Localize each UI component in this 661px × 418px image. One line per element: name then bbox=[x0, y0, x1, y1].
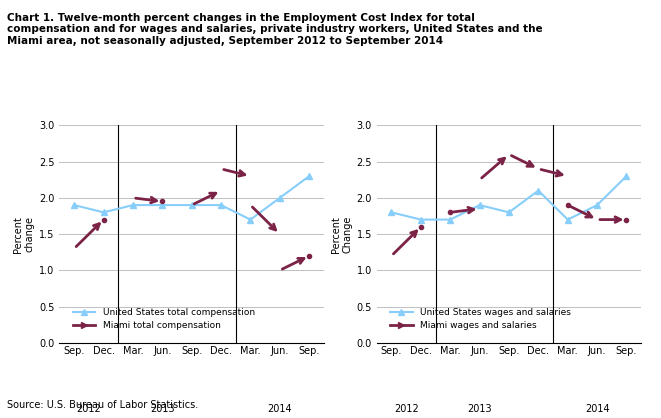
Legend: United States wages and salaries, Miami wages and salaries: United States wages and salaries, Miami … bbox=[387, 304, 574, 334]
Text: 2013: 2013 bbox=[150, 404, 175, 414]
Text: 2013: 2013 bbox=[467, 404, 492, 414]
Text: Chart 1. Twelve-month percent changes in the Employment Cost Index for total
com: Chart 1. Twelve-month percent changes in… bbox=[7, 13, 542, 46]
Legend: United States total compensation, Miami total compensation: United States total compensation, Miami … bbox=[69, 304, 258, 334]
Text: Source: U.S. Bureau of Labor Statistics.: Source: U.S. Bureau of Labor Statistics. bbox=[7, 400, 198, 410]
Text: 2014: 2014 bbox=[585, 404, 609, 414]
Text: 2012: 2012 bbox=[77, 404, 101, 414]
Text: 2012: 2012 bbox=[394, 404, 418, 414]
Text: 2014: 2014 bbox=[268, 404, 292, 414]
Y-axis label: Percent
change: Percent change bbox=[13, 216, 35, 252]
Y-axis label: Percent
Change: Percent Change bbox=[330, 215, 352, 253]
